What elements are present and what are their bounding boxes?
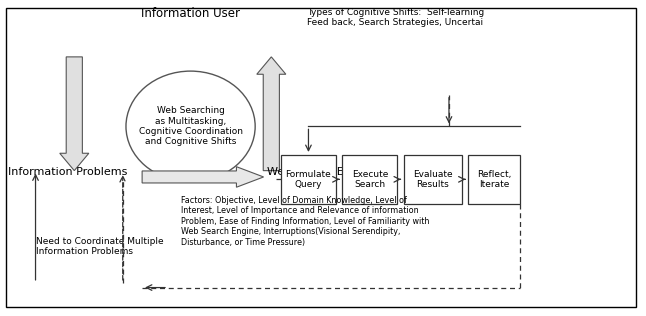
Polygon shape (60, 57, 89, 171)
Bar (342, 155, 397, 204)
Text: Information Problems: Information Problems (8, 167, 127, 177)
Text: Reflect,
Iterate: Reflect, Iterate (477, 170, 512, 189)
Bar (404, 155, 462, 204)
Text: Information User: Information User (141, 7, 240, 20)
Polygon shape (142, 167, 264, 187)
Text: Web Searching
as Multitasking,
Cognitive Coordination
and Cognitive Shifts: Web Searching as Multitasking, Cognitive… (139, 106, 242, 147)
Text: Evaluate
Results: Evaluate Results (413, 170, 453, 189)
Text: Formulate
Query: Formulate Query (286, 170, 331, 189)
Text: Web Search Engine: Web Search Engine (267, 167, 375, 177)
Ellipse shape (126, 71, 255, 182)
Bar (281, 155, 336, 204)
Text: Need to Coordinate Multiple
Information Problems: Need to Coordinate Multiple Information … (36, 237, 163, 256)
Polygon shape (256, 57, 286, 171)
Text: Factors: Objective, Level of Domain Knowledge, Level of
Interest, Level of Impor: Factors: Objective, Level of Domain Know… (181, 196, 429, 246)
Bar (468, 155, 520, 204)
Text: Types of Cognitive Shifts:  Self-learning
Feed back, Search Strategies, Uncertai: Types of Cognitive Shifts: Self-learning… (307, 8, 484, 27)
Text: Execute
Search: Execute Search (351, 170, 388, 189)
